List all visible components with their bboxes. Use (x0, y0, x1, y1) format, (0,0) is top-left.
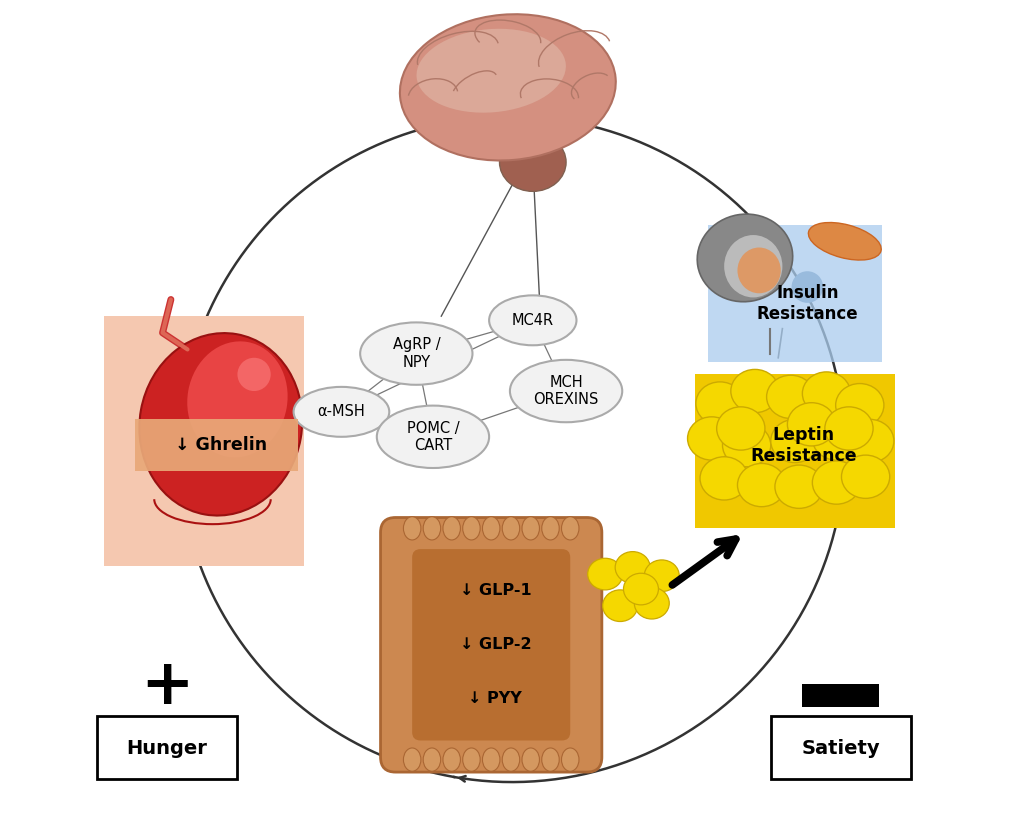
Ellipse shape (723, 423, 771, 467)
Ellipse shape (775, 465, 823, 508)
Ellipse shape (588, 558, 623, 590)
Ellipse shape (792, 271, 823, 303)
Ellipse shape (697, 214, 793, 302)
Ellipse shape (403, 748, 421, 771)
Ellipse shape (731, 369, 779, 413)
Ellipse shape (561, 748, 579, 771)
Ellipse shape (724, 235, 782, 298)
FancyBboxPatch shape (381, 518, 602, 772)
FancyBboxPatch shape (104, 316, 304, 566)
Ellipse shape (510, 359, 623, 422)
Ellipse shape (443, 748, 461, 771)
Ellipse shape (644, 560, 679, 592)
Ellipse shape (423, 517, 440, 540)
Ellipse shape (522, 748, 540, 771)
Ellipse shape (634, 587, 670, 619)
Ellipse shape (696, 382, 744, 425)
Text: α-MSH: α-MSH (317, 404, 366, 419)
Ellipse shape (700, 457, 749, 500)
Ellipse shape (737, 248, 780, 293)
Text: MCH
OREXINS: MCH OREXINS (534, 375, 599, 407)
Ellipse shape (403, 517, 421, 540)
Ellipse shape (294, 387, 389, 437)
Text: MC4R: MC4R (512, 313, 554, 328)
FancyBboxPatch shape (97, 716, 237, 779)
Ellipse shape (836, 384, 884, 427)
Ellipse shape (502, 748, 520, 771)
Ellipse shape (187, 341, 288, 458)
Text: ↓ Ghrelin: ↓ Ghrelin (175, 436, 267, 454)
Text: AgRP /
NPY: AgRP / NPY (392, 338, 440, 369)
Ellipse shape (463, 517, 480, 540)
Ellipse shape (500, 133, 566, 191)
Ellipse shape (737, 463, 785, 507)
Ellipse shape (603, 590, 638, 622)
Text: ↓ PYY: ↓ PYY (469, 691, 522, 706)
Ellipse shape (771, 419, 819, 463)
Ellipse shape (238, 358, 270, 391)
Ellipse shape (825, 407, 873, 450)
Ellipse shape (502, 517, 520, 540)
Text: Insulin
Resistance: Insulin Resistance (757, 285, 858, 323)
Text: POMC /
CART: POMC / CART (407, 421, 460, 453)
Text: ↓ GLP-2: ↓ GLP-2 (460, 637, 531, 652)
Ellipse shape (139, 333, 302, 516)
Ellipse shape (561, 517, 579, 540)
Text: +: + (140, 656, 194, 717)
Ellipse shape (787, 403, 836, 446)
Ellipse shape (400, 14, 615, 161)
Ellipse shape (489, 295, 577, 345)
Ellipse shape (443, 517, 461, 540)
Ellipse shape (417, 29, 566, 112)
Text: Satiety: Satiety (802, 740, 880, 758)
Ellipse shape (377, 406, 489, 468)
Ellipse shape (482, 748, 500, 771)
FancyBboxPatch shape (412, 549, 570, 740)
FancyBboxPatch shape (771, 716, 910, 779)
Ellipse shape (812, 417, 860, 460)
Ellipse shape (542, 517, 559, 540)
FancyBboxPatch shape (708, 225, 883, 362)
Ellipse shape (808, 222, 882, 260)
Text: Hunger: Hunger (126, 740, 207, 758)
Ellipse shape (423, 748, 440, 771)
Text: ↓ GLP-1: ↓ GLP-1 (460, 583, 531, 598)
Bar (803, 684, 879, 707)
Ellipse shape (717, 407, 765, 450)
Ellipse shape (846, 419, 894, 463)
Ellipse shape (482, 517, 500, 540)
Ellipse shape (360, 322, 472, 384)
Ellipse shape (463, 748, 480, 771)
Ellipse shape (842, 455, 890, 498)
Ellipse shape (542, 748, 559, 771)
Ellipse shape (624, 573, 658, 605)
FancyBboxPatch shape (135, 419, 298, 471)
FancyBboxPatch shape (695, 374, 895, 528)
Ellipse shape (767, 375, 815, 418)
Ellipse shape (522, 517, 540, 540)
Ellipse shape (812, 461, 860, 504)
Text: Leptin
Resistance: Leptin Resistance (750, 426, 856, 464)
Ellipse shape (687, 417, 736, 460)
Ellipse shape (615, 552, 650, 583)
Ellipse shape (803, 372, 851, 415)
